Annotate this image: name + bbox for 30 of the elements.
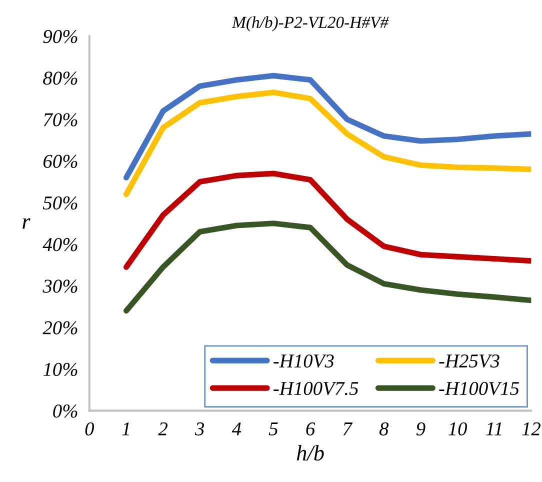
- chart-title: M(h/b)-P2-VL20-H#V#: [232, 16, 389, 32]
- x-tick-label: 9: [416, 422, 426, 436]
- x-tick-label: 10: [448, 422, 468, 436]
- x-tick-label: 12: [522, 422, 540, 436]
- x-tick-label: 1: [122, 422, 130, 436]
- y-tick-label: 0%: [53, 404, 78, 418]
- legend-label: -H10V3: [274, 354, 334, 368]
- x-axis-title: h/b: [296, 444, 324, 461]
- x-tick-label: 11: [486, 422, 502, 436]
- legend-label: -H100V15: [439, 382, 519, 396]
- x-tick-label: 8: [379, 422, 389, 436]
- y-tick-label: 30%: [42, 280, 78, 293]
- x-tick-label: 7: [343, 422, 353, 436]
- x-tick-label: 5: [268, 422, 278, 436]
- y-tick-label: 90%: [43, 30, 78, 44]
- x-tick-label: 0: [85, 422, 94, 436]
- y-tick-label: 50%: [42, 196, 78, 210]
- y-axis-title: r: [22, 218, 30, 229]
- x-tick-label: 2: [158, 422, 168, 436]
- legend-label: -H100V7.5: [274, 382, 358, 396]
- x-tick-label: 4: [232, 422, 242, 436]
- y-tick-label: 10%: [43, 362, 78, 376]
- x-tick-label: 3: [194, 422, 204, 436]
- y-tick-label: 80%: [43, 72, 78, 85]
- y-tick-label: 40%: [42, 238, 78, 252]
- y-tick-label: 60%: [43, 154, 78, 168]
- legend-label: -H25V3: [439, 354, 500, 368]
- y-tick-label: 20%: [42, 321, 78, 334]
- y-tick-label: 70%: [44, 113, 78, 126]
- x-tick-label: 6: [306, 422, 316, 436]
